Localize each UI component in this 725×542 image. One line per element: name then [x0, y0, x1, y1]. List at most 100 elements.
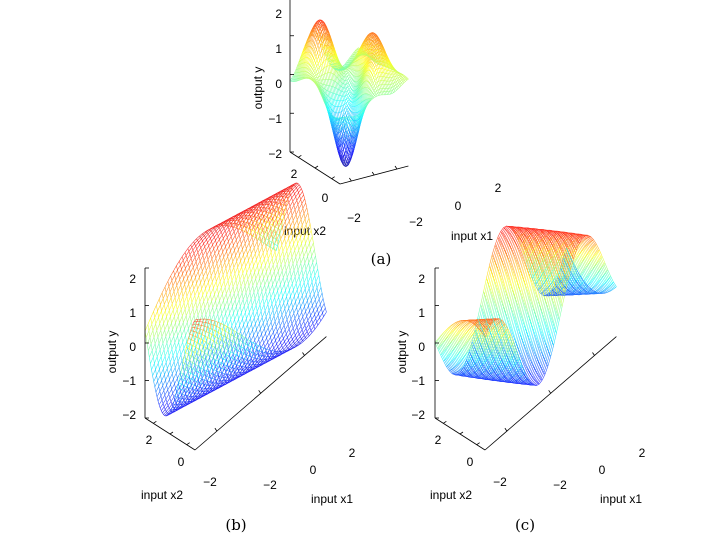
surface-mesh-segment: [352, 120, 355, 129]
surface-mesh-segment: [350, 137, 353, 145]
surface-mesh-segment: [159, 343, 164, 351]
surface-mesh-segment: [198, 265, 202, 272]
surface-mesh-segment: [349, 95, 351, 98]
surface-mesh-segment: [175, 274, 179, 281]
surface-mesh-segment: [162, 356, 166, 363]
surface-mesh-segment: [356, 49, 359, 52]
surface-mesh-segment: [310, 72, 313, 75]
surface-mesh-segment: [388, 70, 391, 75]
surface-mesh-segment: [350, 110, 352, 112]
surface-mesh-segment: [391, 87, 393, 91]
surface-mesh-segment: [200, 301, 204, 309]
surface-mesh-segment: [366, 36, 369, 41]
surface-mesh-segment: [358, 87, 361, 94]
surface-mesh-segment: [316, 69, 319, 72]
surface-mesh-segment: [407, 77, 409, 80]
surface-mesh-segment: [320, 63, 323, 66]
surface-mesh-segment: [371, 67, 374, 70]
surface-mesh-segment: [178, 335, 182, 343]
surface-mesh-segment: [346, 62, 349, 65]
surface-mesh-segment: [349, 104, 352, 107]
surface-mesh-segment: [303, 62, 306, 68]
surface-mesh-segment: [181, 263, 185, 270]
surface-mesh-segment: [196, 301, 201, 309]
surface-mesh-segment: [371, 64, 374, 68]
surface-mesh-segment: [391, 80, 394, 84]
surface-mesh-segment: [260, 234, 264, 237]
surface-mesh-segment: [195, 242, 199, 247]
surface-mesh-segment: [401, 82, 403, 85]
surface-mesh-segment: [367, 82, 370, 89]
surface-mesh-segment: [309, 58, 312, 61]
surface-mesh-segment: [190, 266, 194, 273]
surface-mesh-segment: [399, 82, 402, 85]
surface-mesh-segment: [384, 53, 387, 59]
surface-mesh-segment: [189, 283, 193, 290]
surface-mesh-segment: [367, 87, 370, 90]
surface-mesh-segment: [296, 68, 299, 73]
surface-mesh-segment: [401, 81, 404, 84]
surface-mesh-segment: [400, 76, 403, 78]
surface-mesh-segment: [330, 60, 333, 62]
surface-mesh-segment: [351, 90, 354, 95]
surface-mesh-segment: [372, 92, 374, 95]
surface-mesh-segment: [164, 349, 169, 357]
surface-mesh-segment: [180, 322, 184, 330]
surface-mesh-segment: [350, 93, 353, 95]
surface-mesh-segment: [314, 68, 317, 72]
surface-mesh-segment: [374, 75, 377, 79]
surface-mesh-segment: [159, 362, 163, 370]
surface-mesh-segment: [338, 89, 340, 96]
surface-mesh-segment: [309, 74, 311, 77]
surface-mesh-segment: [204, 301, 208, 309]
surface-mesh-segment: [404, 77, 407, 80]
surface-mesh-segment: [306, 75, 309, 78]
surface-mesh-segment: [362, 61, 365, 68]
surface-mesh-segment: [346, 59, 349, 63]
surface-mesh-segment: [213, 230, 217, 235]
surface-mesh-segment: [322, 35, 325, 40]
surface-mesh-segment: [367, 59, 370, 64]
surface-mesh-segment: [356, 47, 359, 50]
surface-mesh-segment: [353, 93, 356, 99]
surface-mesh-segment: [352, 85, 355, 87]
surface-mesh-segment: [352, 65, 355, 70]
surface-mesh-segment: [348, 72, 351, 76]
surface-mesh-segment: [354, 76, 357, 82]
surface-mesh-segment: [318, 49, 321, 54]
surface-mesh-segment: [308, 53, 311, 59]
surface-mesh-segment: [395, 88, 397, 91]
surface-mesh-segment: [226, 245, 230, 252]
surface-mesh-segment: [350, 90, 353, 94]
surface-mesh-segment: [163, 316, 167, 324]
surface-mesh-segment: [347, 109, 350, 113]
surface-mesh-segment: [173, 355, 178, 362]
surface-mesh-segment: [368, 49, 371, 54]
z-tick-label: 1: [275, 42, 282, 56]
surface-mesh-segment: [392, 74, 395, 77]
surface-mesh-segment: [395, 73, 398, 77]
surface-mesh-segment: [353, 86, 356, 91]
surface-mesh-segment: [372, 80, 375, 84]
surface-mesh-segment: [371, 86, 374, 89]
surface-mesh-segment: [370, 59, 373, 63]
surface-mesh-segment: [294, 76, 297, 80]
y-tick-label: −2: [347, 211, 361, 225]
surface-mesh-segment: [319, 53, 322, 59]
surface-mesh-segment: [370, 84, 372, 87]
surface-mesh-segment: [403, 81, 406, 84]
surface-mesh-segment: [351, 73, 353, 75]
surface-mesh-segment: [368, 49, 370, 51]
surface-mesh-segment: [158, 399, 163, 405]
surface-mesh-segment: [307, 41, 310, 48]
surface-mesh-segment: [349, 73, 352, 77]
surface-mesh-segment: [189, 262, 193, 268]
surface-mesh-segment: [351, 58, 353, 61]
surface-mesh-segment: [351, 69, 354, 71]
surface-mesh-segment: [151, 343, 156, 351]
surface-mesh-segment: [380, 80, 382, 85]
surface-mesh-segment: [374, 65, 377, 68]
surface-mesh-segment: [342, 96, 344, 101]
surface-mesh-segment: [352, 79, 354, 81]
surface-mesh-segment: [346, 112, 349, 117]
